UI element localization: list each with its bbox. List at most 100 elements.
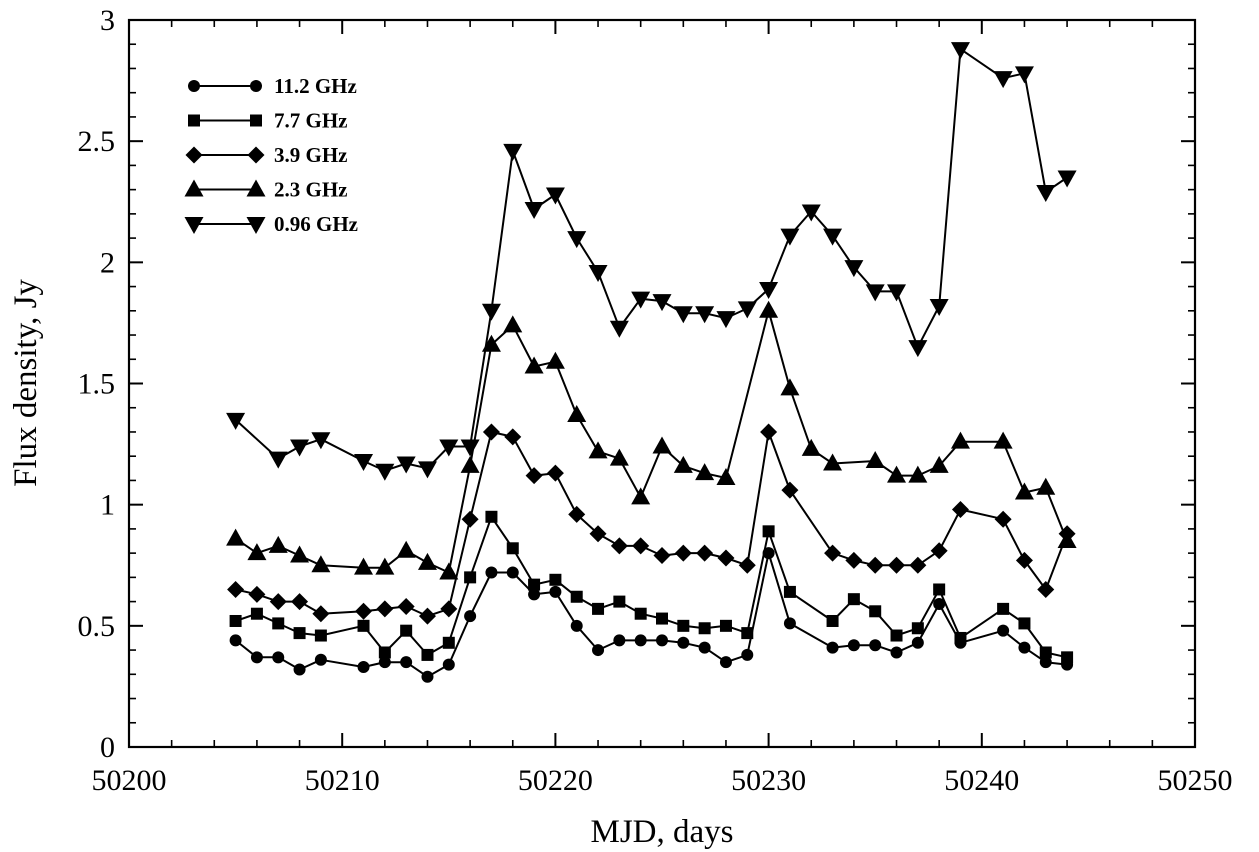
data-point	[887, 465, 907, 483]
data-point	[311, 555, 331, 573]
data-point	[716, 311, 736, 329]
data-point	[929, 455, 949, 473]
data-point	[1039, 656, 1052, 669]
data-point	[378, 646, 391, 659]
data-point	[783, 617, 796, 630]
data-point	[950, 431, 970, 449]
data-point	[613, 634, 626, 647]
data-point	[314, 629, 327, 642]
data-point	[780, 378, 800, 396]
data-point	[738, 556, 756, 574]
data-point	[1036, 185, 1056, 203]
data-point	[1014, 66, 1034, 84]
data-point	[460, 439, 480, 457]
data-point	[506, 566, 519, 579]
x-tick-label: 50220	[518, 764, 593, 797]
legend-label: 11.2 GHz	[274, 74, 357, 98]
x-axis-title: MJD, days	[590, 814, 733, 850]
data-point	[421, 670, 434, 683]
data-point	[588, 441, 608, 459]
data-point	[1061, 651, 1074, 664]
data-point	[911, 636, 924, 649]
data-point	[696, 544, 714, 562]
data-point	[741, 627, 754, 640]
data-point	[464, 571, 477, 584]
data-point	[698, 622, 711, 635]
data-point	[592, 644, 605, 657]
data-point	[634, 634, 647, 647]
data-point	[460, 455, 480, 473]
data-point	[461, 510, 479, 528]
data-point	[780, 228, 800, 246]
series-5	[226, 42, 1077, 481]
data-point	[911, 622, 924, 635]
data-point	[719, 656, 732, 669]
data-point	[439, 439, 459, 457]
data-point	[504, 428, 522, 446]
data-point	[589, 525, 607, 543]
data-point	[376, 600, 394, 618]
data-point	[950, 42, 970, 60]
data-point	[632, 537, 650, 555]
data-point	[801, 438, 821, 456]
y-tick-label: 2.5	[78, 125, 116, 158]
data-point	[997, 624, 1010, 637]
data-point	[823, 228, 843, 246]
data-point	[888, 556, 906, 574]
data-point	[524, 356, 544, 374]
data-point	[269, 593, 287, 611]
data-point	[250, 607, 263, 620]
x-tick-label: 50230	[731, 764, 806, 797]
data-point	[1018, 641, 1031, 654]
data-point	[268, 535, 288, 553]
data-point	[656, 612, 668, 625]
legend-marker	[185, 146, 203, 164]
data-point	[1057, 170, 1077, 188]
axis-ticks	[128, 19, 1196, 748]
data-point	[396, 456, 416, 474]
data-point	[909, 556, 927, 574]
data-point	[933, 598, 946, 611]
data-point	[993, 431, 1013, 449]
legend-marker	[250, 114, 262, 127]
legend-marker	[184, 217, 204, 234]
legend: 11.2 GHz 7.7 GHz 3.9 GHz 2.3 GHz 0.96 GHz	[184, 74, 358, 236]
data-point	[844, 260, 864, 278]
data-point	[737, 301, 757, 319]
data-point	[826, 614, 839, 627]
data-point	[226, 412, 246, 430]
data-point	[400, 656, 413, 669]
series-line	[234, 48, 1068, 472]
data-point	[481, 303, 501, 321]
data-point	[418, 607, 436, 625]
data-point	[272, 617, 285, 630]
series-4	[226, 300, 1077, 580]
data-point	[865, 451, 885, 469]
data-point	[716, 468, 736, 486]
series-line	[235, 309, 1069, 574]
data-point	[609, 320, 629, 338]
data-point	[545, 187, 565, 205]
data-point	[421, 648, 434, 661]
data-point	[929, 298, 949, 316]
y-tick-label: 3	[100, 4, 115, 37]
data-point	[994, 510, 1012, 528]
legend-entry: 7.7 GHz	[188, 109, 348, 133]
legend-marker	[250, 80, 262, 92]
data-point	[695, 463, 715, 481]
data-point	[908, 465, 928, 483]
data-point	[481, 334, 501, 352]
data-point	[631, 291, 651, 309]
data-point	[482, 423, 500, 441]
x-tick-label: 50250	[1158, 764, 1233, 797]
data-point	[570, 590, 583, 603]
data-point	[845, 551, 863, 569]
legend-label: 2.3 GHz	[274, 178, 348, 202]
data-point	[354, 454, 374, 472]
legend-label: 0.96 GHz	[274, 212, 358, 236]
data-point	[503, 143, 523, 161]
data-point	[357, 661, 370, 674]
data-point	[417, 461, 437, 479]
data-point	[719, 619, 732, 632]
data-point	[1036, 477, 1056, 495]
